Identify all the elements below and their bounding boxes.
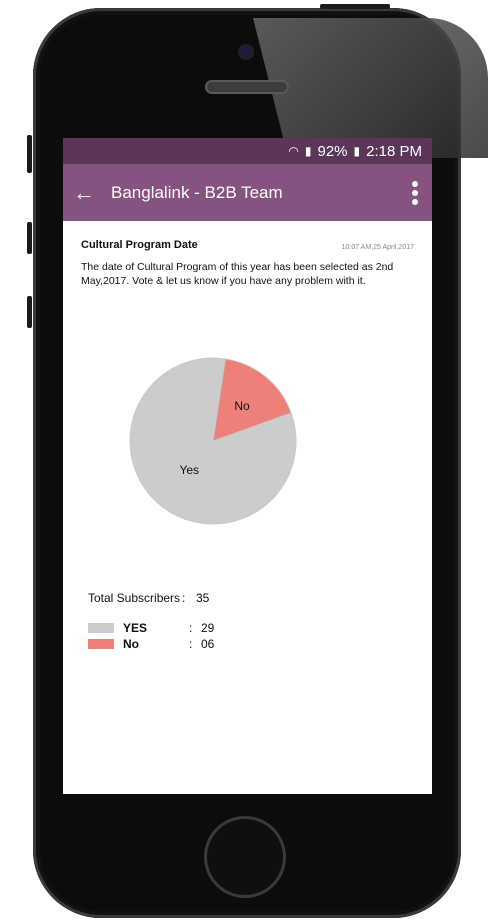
app-title: Banglalink - B2B Team [111, 182, 283, 202]
power-button [320, 4, 390, 9]
vote-stats: Total Subscribers : 35 YES : 29 No : 06 [88, 590, 214, 652]
signal-icon: ▮ [304, 144, 312, 158]
total-subscribers-value: 35 [196, 591, 210, 605]
total-subscribers-label: Total Subscribers [88, 591, 181, 605]
yes-colon: : [189, 621, 193, 635]
legend-yes: YES : 29 [88, 620, 214, 636]
no-value: 06 [201, 637, 215, 651]
earpiece-speaker [205, 80, 289, 94]
status-bar: ◠ ▮ 92% ▮ 2:18 PM [63, 138, 432, 164]
pie-slice-no [212, 358, 292, 442]
battery-icon: ▮ [353, 144, 361, 158]
volume-up-button [27, 222, 32, 254]
mute-switch [27, 135, 32, 173]
no-colon: : [189, 637, 193, 651]
vote-pie-chart: Yes No [129, 357, 297, 525]
wifi-icon: ◠ [288, 144, 299, 158]
phone-glare [253, 18, 488, 158]
back-arrow-icon[interactable]: ← [73, 179, 95, 205]
home-button[interactable] [204, 816, 286, 898]
no-label: No [123, 637, 139, 651]
post-body: The date of Cultural Program of this yea… [81, 261, 394, 287]
post-content: Cultural Program Date 10:07 AM,25 April,… [63, 239, 432, 288]
yes-swatch [88, 623, 114, 633]
pie-label-yes: Yes [179, 463, 199, 477]
total-colon: : [182, 591, 186, 605]
pie-label-no: No [234, 399, 250, 413]
yes-value: 29 [201, 621, 215, 635]
overflow-menu-icon[interactable] [408, 180, 422, 205]
yes-label: YES [123, 621, 148, 635]
post-title: Cultural Program Date [81, 239, 198, 251]
clock: 2:18 PM [366, 142, 422, 160]
phone-screen: ◠ ▮ 92% ▮ 2:18 PM ← Banglalink - B2B Tea… [63, 138, 432, 794]
no-swatch [88, 639, 114, 649]
app-bar: ← Banglalink - B2B Team [63, 164, 432, 221]
post-timestamp: 10:07 AM,25 April,2017 [341, 244, 414, 251]
battery-percent: 92% [317, 142, 348, 160]
volume-down-button [27, 296, 32, 328]
front-camera [240, 46, 252, 58]
legend-no: No : 06 [88, 636, 214, 652]
